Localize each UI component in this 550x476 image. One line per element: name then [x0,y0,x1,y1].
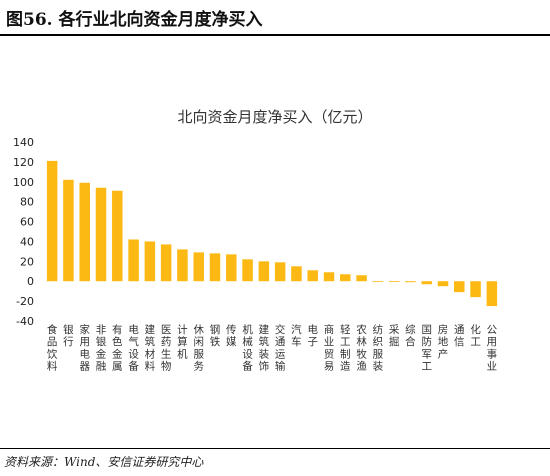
bar [437,281,449,287]
bar [46,160,58,282]
chart-title: 北向资金月度净买入（亿元） [177,108,372,126]
category-label: 有色金属 [112,323,123,373]
y-tick-label: 0 [27,275,34,288]
category-label: 交通运输 [275,323,286,373]
y-tick-label: 40 [20,235,34,248]
bar [177,249,188,282]
bar [63,179,74,282]
category-label: 汽车 [291,323,302,348]
bar [193,252,204,282]
category-label: 国防军工 [421,324,432,373]
category-label: 纺织服装 [373,323,384,373]
category-label: 传媒 [226,324,237,348]
category-label: 综合 [405,323,416,348]
category-label: 电气设备 [128,323,139,373]
bar [421,281,432,285]
bar [340,274,351,282]
bar-chart: 北向资金月度净买入（亿元） 140 120 100 80 60 40 20 0 -20 -40 食… [13,108,498,373]
bar [79,182,90,282]
y-tick-label: 100 [13,176,34,189]
category-label: 建筑装饰 [259,323,270,373]
category-label: 休闲服务 [193,324,204,373]
bar [307,270,318,282]
bar [226,254,237,282]
y-tick-label: 120 [13,156,34,169]
bar [291,266,302,282]
category-label: 银行 [63,323,74,348]
category-label: 农林牧渔 [356,323,367,373]
y-tick-label: -40 [16,315,34,328]
bar [95,187,107,282]
bar [160,244,172,282]
bar [128,239,139,282]
category-label: 计算机 [177,323,188,360]
y-tick-label: 60 [20,216,34,229]
bar [112,190,123,282]
source-note: 资料来源：Wind、安信证券研究中心 [4,455,204,469]
figure-title: 图56. 各行业北向资金月度净买入 [6,10,263,30]
bar [323,272,335,282]
category-label: 医药生物 [161,324,172,373]
category-label: 通信 [454,324,465,348]
category-label: 房地产 [438,323,449,360]
category-label: 机械设备 [242,323,253,373]
bar [454,281,465,293]
category-label: 建筑材料 [145,323,156,373]
bar [258,261,270,282]
bar [388,281,400,283]
category-label: 非银金融 [96,324,107,373]
top-rule [0,34,550,36]
category-label: 轻工制造 [340,323,351,373]
category-label: 食品饮料 [47,323,58,373]
bar [486,281,498,307]
y-tick-label: 20 [20,255,34,268]
y-tick-label: 80 [20,196,34,209]
category-label: 商业贸易 [324,323,335,373]
category-label: 公用事业 [487,324,498,373]
bar [242,259,253,282]
bar [209,253,221,282]
category-label: 采掘 [389,324,400,348]
category-label: 电子 [307,323,318,348]
figure-header: 图56. 各行业北向资金月度净买入 [0,0,550,38]
bar [356,275,367,282]
y-tick-label: 140 [13,136,34,149]
bar [372,281,384,283]
bar [274,262,286,282]
bottom-rule [0,448,550,449]
y-tick-label: -20 [16,295,34,308]
category-label: 家用电器 [79,323,90,373]
bar [405,281,416,283]
category-label: 钢铁 [210,323,221,348]
bar [144,241,156,282]
bar [470,281,481,298]
category-label: 化工 [470,323,481,348]
